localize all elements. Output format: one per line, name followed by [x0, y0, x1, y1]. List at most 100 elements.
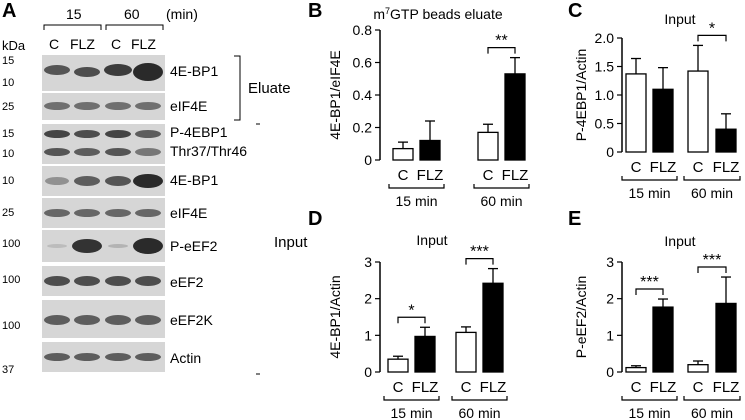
- significance-bracket: [697, 266, 727, 274]
- group-label: 60 min: [691, 185, 733, 201]
- blot-label: eIF4E: [170, 205, 208, 221]
- significance-label: ***: [470, 244, 489, 261]
- group-bracket: [473, 184, 530, 189]
- blot-label: Actin: [170, 350, 202, 366]
- significance-bracket: [397, 316, 426, 324]
- western-blots: [42, 55, 165, 372]
- bar-flz: [414, 335, 436, 373]
- input-bracket-label: Input: [274, 234, 308, 251]
- x-category-label: C: [693, 159, 704, 176]
- y-tick-label: 0: [606, 364, 614, 380]
- y-tick-label: 0.2: [353, 120, 373, 136]
- chart-panel-e: Input P-eEF2/Actin 0 1 2 3 C FLZ C FLZ 15 min 60 mi…: [576, 233, 741, 420]
- mw-marker: 10: [2, 148, 15, 160]
- x-category-label: C: [461, 379, 472, 396]
- blot-p4ebp1-input: [42, 124, 165, 164]
- y-tick-label: 2.0: [595, 30, 615, 46]
- mw-marker: 37: [2, 364, 15, 376]
- bar-c: [455, 331, 477, 373]
- significance-bracket: [465, 258, 494, 265]
- x-category-label: FLZ: [713, 379, 740, 396]
- group-label: 15 min: [390, 405, 432, 420]
- y-tick-label: 1.0: [595, 87, 615, 103]
- bar-c: [625, 73, 647, 153]
- bar-flz: [652, 306, 674, 373]
- x-category-label: C: [483, 167, 494, 184]
- blot-label: eIF4E: [170, 98, 208, 114]
- bar-flz: [419, 139, 441, 161]
- bar-c: [625, 366, 647, 373]
- y-axis-label: 4E-BP1/Actin: [327, 275, 343, 358]
- group-label: 15 min: [628, 185, 670, 201]
- significance-bracket: [487, 47, 516, 54]
- significance-bracket: [635, 288, 664, 296]
- y-tick-label: 0.6: [353, 55, 373, 71]
- group-bracket: [683, 396, 741, 401]
- x-category-label: FLZ: [412, 379, 439, 396]
- bar-flz: [715, 302, 737, 373]
- y-tick-label: 0: [364, 364, 372, 380]
- blot-label: 4E-BP1: [170, 63, 219, 79]
- y-tick-label: 1: [364, 327, 372, 343]
- eluate-bracket-label: Eluate: [248, 80, 291, 97]
- blot-label: P-eEF2: [170, 238, 218, 254]
- panel-letter-a: A: [2, 0, 17, 22]
- time-label-15: 15: [66, 6, 82, 22]
- blot-label-site: Thr37/Thr46: [170, 143, 248, 159]
- y-tick-label: 0.4: [353, 87, 373, 103]
- chart-panel-b: m7GTP beads eluate 4E-BP1/eIF4E 0 0.2 0.4 0.6…: [327, 6, 530, 209]
- y-tick-label: 0.8: [353, 22, 373, 38]
- group-bracket: [388, 184, 445, 189]
- x-category-label: FLZ: [502, 167, 529, 184]
- bar-c: [477, 131, 499, 161]
- mw-marker: 100: [2, 274, 21, 286]
- bar-c: [387, 358, 409, 373]
- lane-label-4: FLZ: [131, 36, 156, 52]
- group-label: 60 min: [691, 405, 733, 420]
- significance-label: **: [495, 33, 507, 50]
- blot-brackets: [43, 24, 260, 375]
- bar-flz: [652, 88, 674, 153]
- chart-title: Input: [664, 233, 695, 249]
- x-category-label: C: [393, 379, 404, 396]
- y-tick-label: 0: [606, 144, 614, 160]
- x-category-label: FLZ: [650, 379, 677, 396]
- group-bracket: [683, 176, 741, 181]
- panel-letter-b: B: [308, 0, 323, 22]
- bar-c: [687, 364, 709, 373]
- bar-flz: [504, 73, 526, 161]
- y-tick-label: 0: [364, 152, 372, 168]
- y-tick-label: 2: [364, 291, 372, 307]
- significance-label: *: [709, 20, 715, 37]
- blot-label: 4E-BP1: [170, 172, 219, 188]
- y-axis-label: P-eEF2/Actin: [576, 276, 589, 358]
- lane-label-3: C: [111, 36, 122, 52]
- y-tick-label: 0.5: [595, 116, 615, 132]
- chart-title: Input: [664, 11, 695, 27]
- y-tick-label: 1: [606, 327, 614, 343]
- blot-label: eEF2: [170, 274, 204, 290]
- significance-bracket: [697, 34, 727, 42]
- group-label: 15 min: [628, 405, 670, 420]
- panel-letter-c: C: [568, 0, 583, 22]
- x-category-label: C: [631, 159, 642, 176]
- x-category-label: FLZ: [417, 167, 444, 184]
- chart-title: Input: [416, 232, 447, 248]
- mw-marker: 100: [2, 238, 21, 250]
- lane-label-2: FLZ: [70, 36, 95, 52]
- bar-c: [392, 147, 414, 161]
- mw-marker: 15: [2, 55, 15, 67]
- y-tick-label: 1.5: [595, 59, 615, 75]
- group-label: 60 min: [480, 193, 522, 209]
- group-label: 15 min: [395, 193, 437, 209]
- chart-panel-d: Input 4E-BP1/Actin 0 1 2 3 C FLZ C FLZ 15 min 60 mi…: [327, 232, 508, 420]
- significance-label: ***: [640, 274, 659, 291]
- group-bracket: [621, 396, 678, 401]
- x-category-label: C: [398, 167, 409, 184]
- panel-letter-e: E: [568, 208, 582, 230]
- mw-marker: 25: [2, 207, 15, 219]
- y-axis-label: P-4EBP1/Actin: [576, 49, 589, 142]
- time-unit-label: (min): [166, 6, 198, 22]
- y-tick-label: 3: [606, 254, 614, 270]
- significance-label: ***: [703, 252, 722, 269]
